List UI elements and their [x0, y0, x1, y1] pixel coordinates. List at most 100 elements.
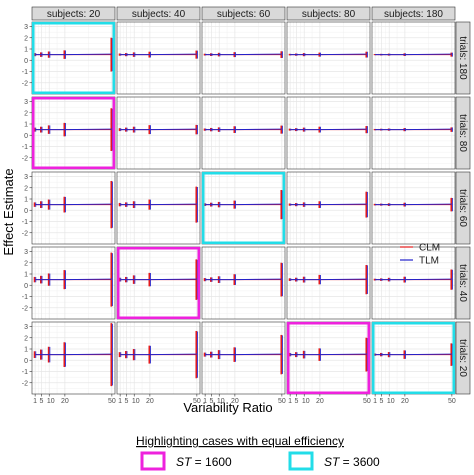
column-strip-label: subjects: 180	[384, 9, 443, 20]
y-tick-label: 1	[24, 122, 28, 129]
panel-background	[32, 247, 115, 319]
panel-border	[371, 96, 456, 170]
y-tick-label: -1	[22, 369, 28, 376]
panel-0-2	[201, 21, 286, 95]
x-tick-label: 10	[47, 398, 55, 405]
x-tick-label: 1	[288, 398, 292, 405]
panel-2-1	[116, 171, 201, 245]
column-strip-background	[116, 6, 201, 21]
x-tick-label: 20	[316, 398, 324, 405]
column-strip-background	[371, 6, 456, 21]
panel-grid	[31, 21, 456, 395]
y-tick-label: 0	[24, 133, 28, 140]
y-tick-label: 2	[24, 35, 28, 42]
y-tick-label: -1	[22, 219, 28, 226]
axis-ticks: -2 -1 0 1 2 3 -2 -1 0 1 2 3 -2 -1 0 1 2 3 -2 -1 0 1 2 3 -2 -1 0 1 2 3…	[22, 24, 456, 405]
series-legend: CLM TLM	[400, 243, 440, 267]
x-tick-label: 10	[387, 398, 395, 405]
row-strip-background	[455, 246, 471, 320]
row-strip: trials: 180	[455, 21, 471, 95]
y-axis-title: Effect Estimate	[1, 168, 16, 255]
panel-background	[287, 22, 370, 94]
panel-background	[287, 172, 370, 244]
panel-border	[201, 246, 286, 320]
column-strip: subjects: 80	[286, 6, 371, 21]
x-tick-label: 50	[193, 398, 201, 405]
panel-background	[32, 172, 115, 244]
panel-border	[201, 96, 286, 170]
tlm-line	[290, 203, 367, 206]
highlight-label: ST = 3600	[324, 455, 380, 469]
y-tick-label: -2	[22, 305, 28, 312]
row-strip: trials: 40	[455, 246, 471, 320]
y-tick-label: 1	[24, 272, 28, 279]
tlm-line	[205, 128, 282, 131]
panel-3-2	[201, 246, 286, 320]
panel-border	[116, 171, 201, 245]
column-strip-label: subjects: 80	[302, 9, 356, 20]
panel-3-4	[371, 246, 456, 320]
panel-0-0	[31, 21, 116, 95]
row-strip-background	[455, 21, 471, 95]
panel-4-2	[201, 321, 286, 395]
panel-border	[31, 321, 116, 395]
tlm-line	[120, 203, 197, 206]
panel-border	[31, 246, 116, 320]
row-strip: trials: 20	[455, 321, 471, 395]
x-tick-label: 20	[231, 398, 239, 405]
y-tick-label: -1	[22, 144, 28, 151]
y-tick-label: 0	[24, 358, 28, 365]
y-tick-label: 1	[24, 197, 28, 204]
tlm-line	[35, 353, 112, 356]
panel-border	[286, 246, 371, 320]
x-tick-label: 1	[118, 398, 122, 405]
panel-border	[116, 21, 201, 95]
panel-background	[32, 22, 115, 94]
row-strip-background	[455, 96, 471, 170]
y-tick-label: 2	[24, 260, 28, 267]
highlight-frame	[371, 321, 456, 395]
x-tick-label: 1	[33, 398, 37, 405]
tlm-line	[35, 53, 112, 56]
highlight-key	[140, 451, 166, 471]
panel-4-4	[371, 321, 456, 395]
panel-background	[202, 172, 285, 244]
y-tick-label: 3	[24, 99, 28, 106]
tlm-line	[375, 353, 452, 356]
highlight-frame	[201, 171, 286, 245]
panel-background	[372, 22, 455, 94]
panel-4-0	[31, 321, 116, 395]
highlight-key	[288, 451, 314, 471]
row-strip-label: trials: 80	[457, 114, 468, 152]
panel-background	[372, 322, 455, 394]
panel-3-1	[116, 246, 201, 320]
column-strip-background	[201, 6, 286, 21]
tlm-line	[120, 353, 197, 356]
panel-border	[201, 21, 286, 95]
highlight-label-value: = 3600	[339, 455, 380, 469]
y-tick-label: 0	[24, 283, 28, 290]
x-tick-label: 20	[401, 398, 409, 405]
y-tick-label: 1	[24, 347, 28, 354]
panel-1-1	[116, 96, 201, 170]
panel-border	[371, 171, 456, 245]
panel-0-1	[116, 21, 201, 95]
panel-1-4	[371, 96, 456, 170]
tlm-line	[205, 53, 282, 56]
x-tick-label: 5	[124, 398, 128, 405]
legend-label-tlm: TLM	[419, 256, 439, 267]
panel-border	[116, 321, 201, 395]
x-tick-label: 5	[39, 398, 43, 405]
y-tick-label: 3	[24, 324, 28, 331]
panel-4-1	[116, 321, 201, 395]
panel-2-0	[31, 171, 116, 245]
column-strip: subjects: 40	[116, 6, 201, 21]
panel-background	[117, 97, 200, 169]
tlm-line	[375, 278, 452, 281]
panel-border	[31, 171, 116, 245]
panel-1-3	[286, 96, 371, 170]
x-tick-label: 1	[373, 398, 377, 405]
highlight-legend: Highlighting cases with equal efficiency…	[136, 434, 380, 471]
panel-4-3	[286, 321, 371, 395]
panel-border	[201, 321, 286, 395]
